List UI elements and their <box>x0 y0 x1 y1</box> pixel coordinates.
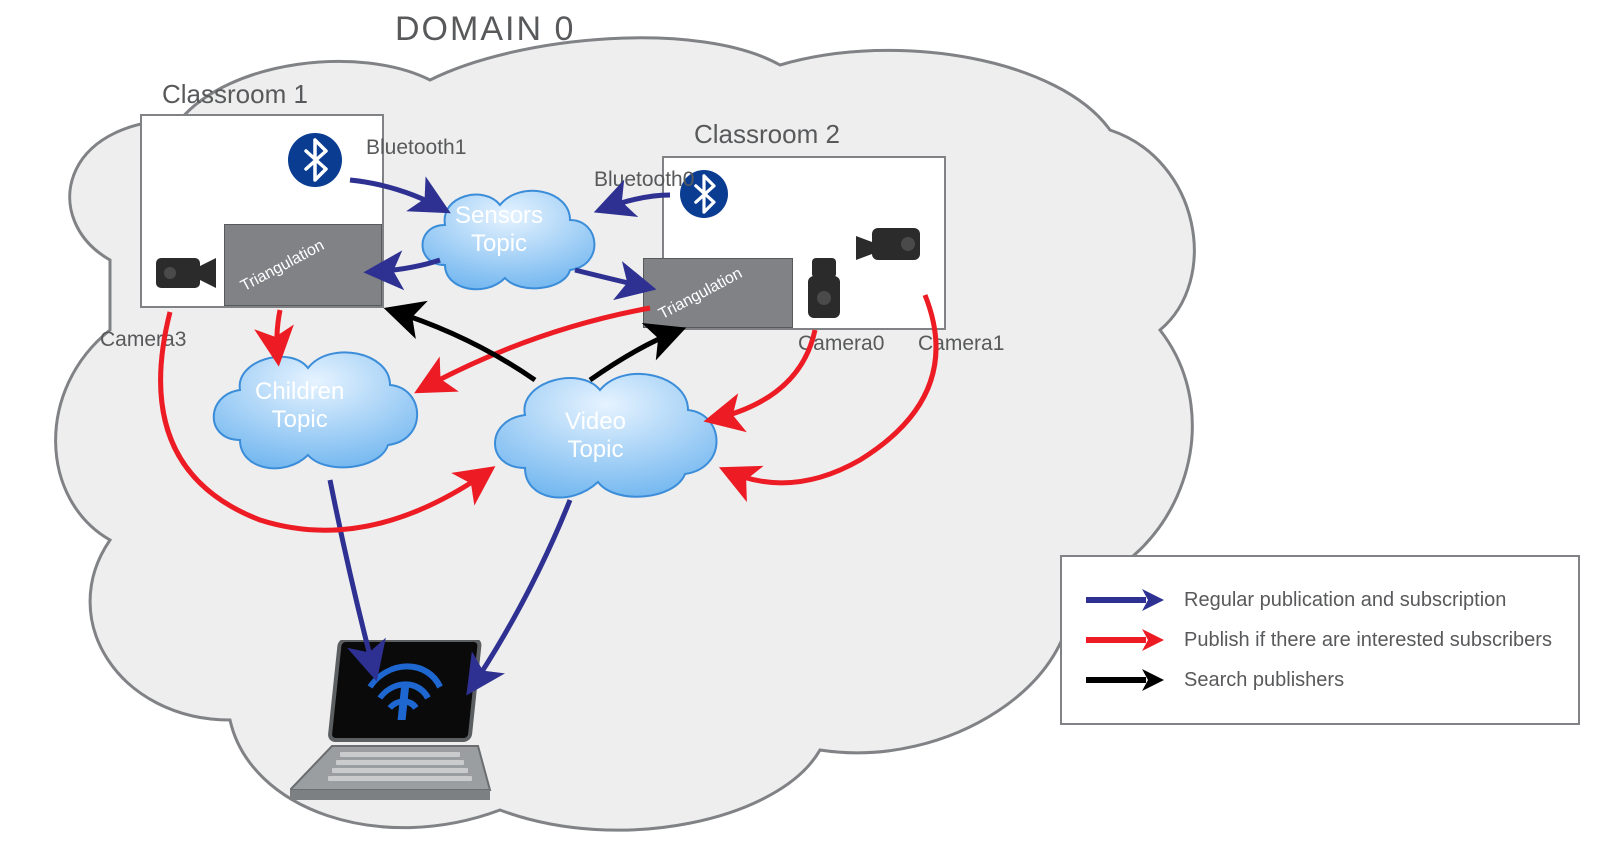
sensors-topic-cloud <box>400 170 610 300</box>
legend-row-black: Search publishers <box>1084 665 1556 695</box>
legend-text-blue: Regular publication and subscription <box>1184 588 1506 612</box>
legend-row-blue: Regular publication and subscription <box>1084 585 1556 615</box>
legend-arrow-black <box>1084 665 1164 695</box>
classroom1-label: Classroom 1 <box>162 80 308 109</box>
legend-arrow-red <box>1084 625 1164 655</box>
camera1-label: Camera1 <box>918 332 1004 355</box>
legend-arrow-blue <box>1084 585 1164 615</box>
camera0-icon <box>800 258 848 326</box>
bluetooth1-icon <box>288 133 342 187</box>
domain-title: DOMAIN 0 <box>395 10 575 49</box>
camera3-label: Camera3 <box>100 328 186 351</box>
legend-text-black: Search publishers <box>1184 668 1344 692</box>
children-topic-cloud <box>190 330 430 480</box>
legend-text-red: Publish if there are interested subscrib… <box>1184 628 1552 652</box>
video-topic-cloud <box>470 350 730 510</box>
camera3-icon <box>150 248 220 298</box>
laptop-icon <box>290 640 510 810</box>
legend-row-red: Publish if there are interested subscrib… <box>1084 625 1556 655</box>
legend-box: Regular publication and subscription Pub… <box>1060 555 1580 725</box>
classroom2-label: Classroom 2 <box>694 120 840 149</box>
camera1-icon <box>856 216 934 270</box>
camera0-label: Camera0 <box>798 332 884 355</box>
bluetooth0-icon <box>680 170 728 218</box>
